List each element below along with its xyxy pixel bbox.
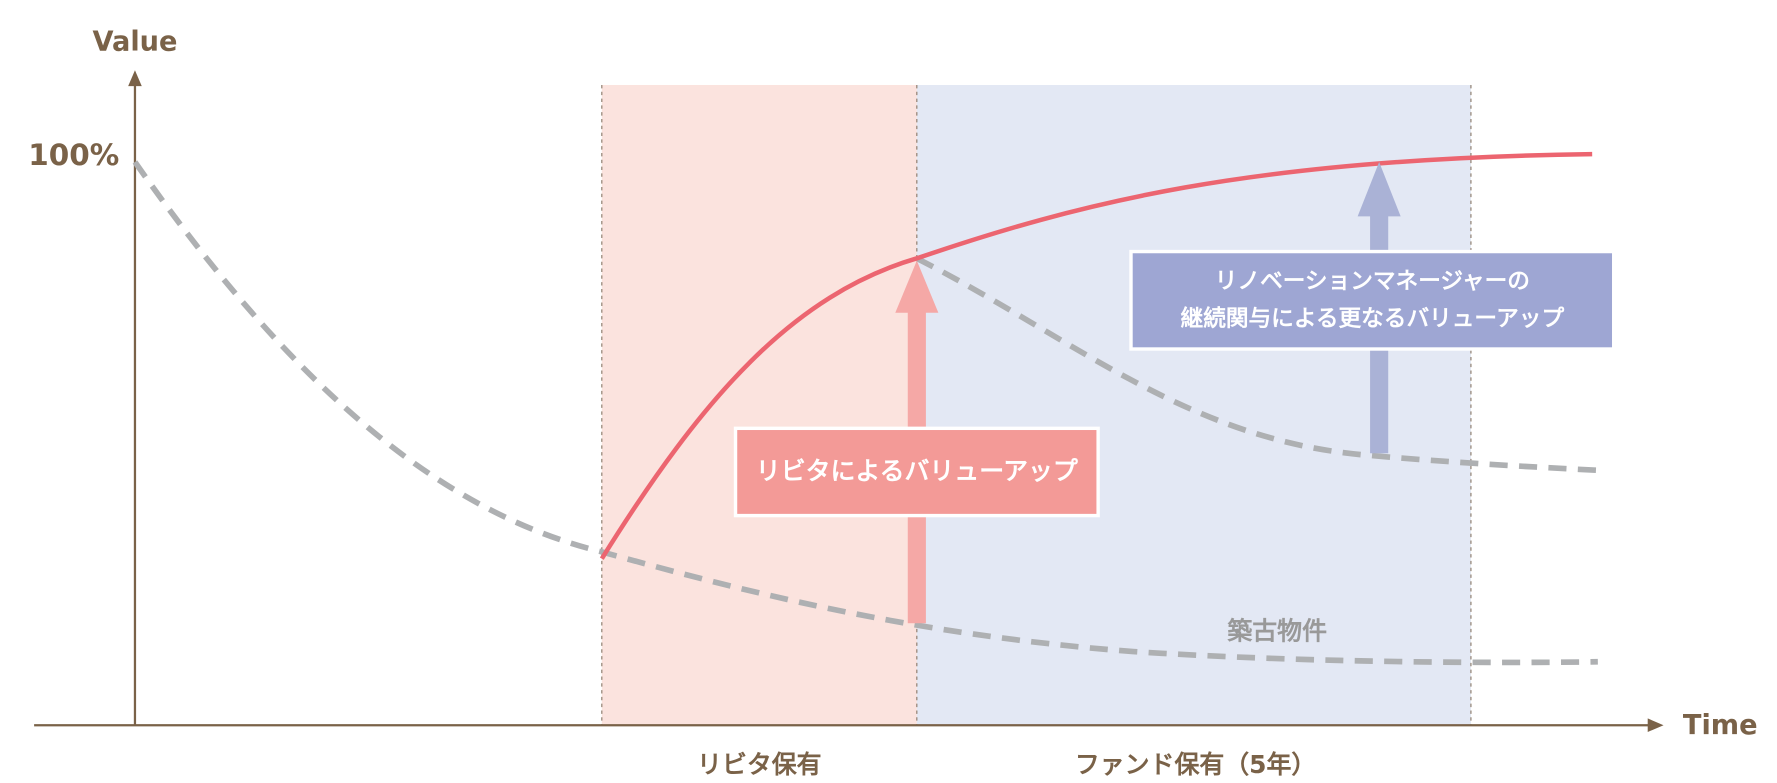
curve-label: 築古物件 <box>1226 616 1327 645</box>
decay-curve <box>915 255 1598 474</box>
x-axis-label: Time <box>1683 710 1758 741</box>
value-curve <box>599 151 1593 560</box>
axes <box>34 70 1664 733</box>
old-property-curve <box>132 160 1598 666</box>
ribita-box <box>733 426 1100 518</box>
y-mark-label: 100% <box>28 138 119 172</box>
ribita-label: リビタによるバリューアップ <box>756 457 1078 486</box>
period-label: リビタ保有 <box>697 750 822 779</box>
manager-box <box>1129 249 1616 351</box>
period-label: ファンド保有（5年） <box>1075 750 1317 779</box>
manager-label: 継続関与による更なるバリューアップ <box>1181 305 1565 332</box>
period-ribita <box>601 84 917 726</box>
manager-label: リノベーションマネージャーの <box>1215 269 1530 295</box>
y-axis-label: Value <box>92 27 177 58</box>
